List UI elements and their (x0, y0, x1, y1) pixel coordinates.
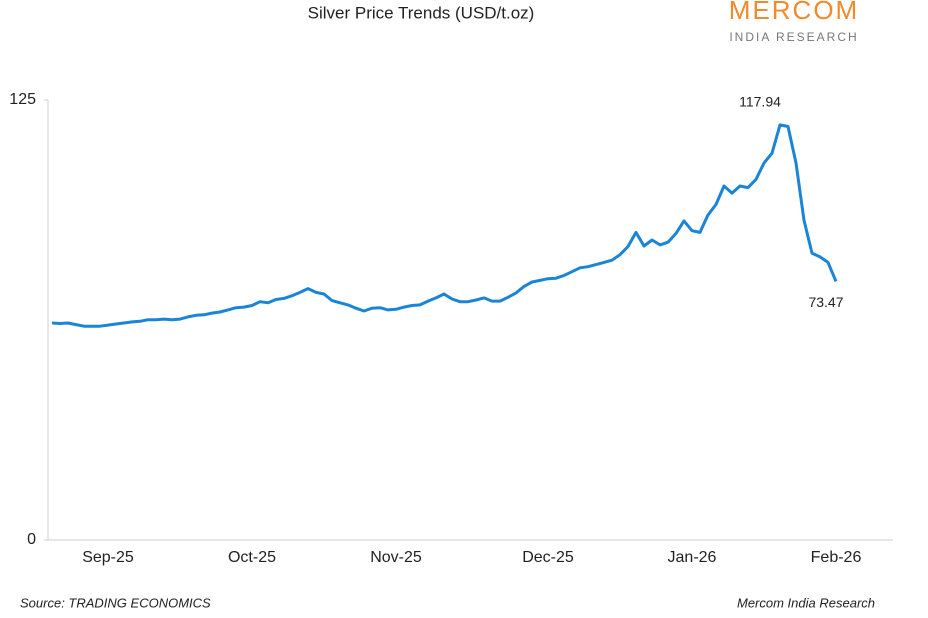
data-label: 73.47 (808, 294, 843, 310)
credit-note: Mercom India Research (737, 595, 875, 610)
logo-name: MERCOM (729, 0, 859, 25)
x-tick-label: Oct-25 (228, 549, 276, 566)
price-line (51, 123, 838, 328)
x-tick-label: Sep-25 (82, 549, 134, 566)
chart-title: Silver Price Trends (USD/t.oz) (308, 3, 535, 22)
data-label: 117.94 (739, 94, 781, 110)
logo-tagline: INDIA RESEARCH (729, 30, 858, 44)
x-tick-label: Jan-26 (668, 549, 717, 566)
x-tick-label: Feb-26 (811, 549, 862, 566)
x-tick-label: Nov-25 (370, 549, 422, 566)
y-tick-label: 0 (27, 531, 36, 548)
source-note: Source: TRADING ECONOMICS (20, 595, 211, 610)
y-tick-label: 125 (9, 91, 36, 108)
x-tick-label: Dec-25 (522, 549, 574, 566)
